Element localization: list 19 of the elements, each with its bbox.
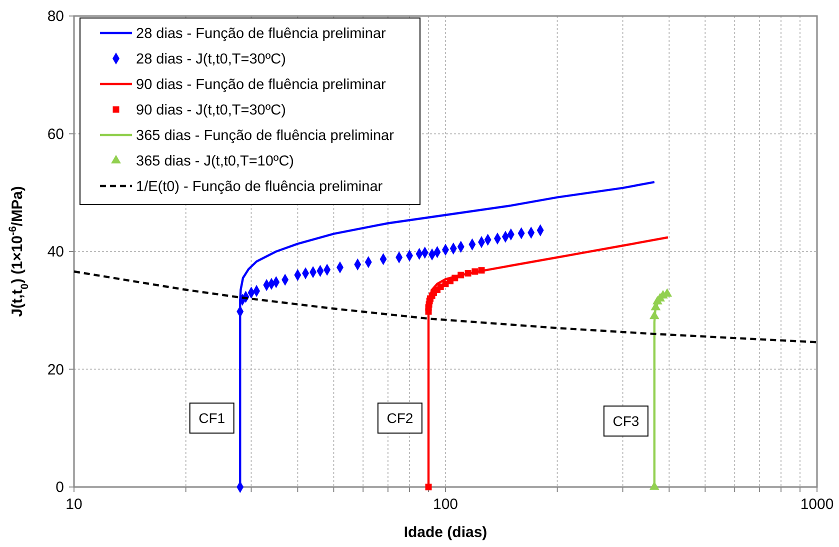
y-tick-label: 0 (56, 479, 64, 496)
legend-label: 365 dias - Função de fluência preliminar (136, 128, 394, 144)
x-tick-label: 100 (432, 496, 458, 513)
legend-label: 365 dias - J(t,t0,T=10ºC) (136, 154, 294, 170)
y-tick-label: 60 (47, 126, 64, 143)
y-tick-label: 20 (47, 361, 64, 378)
legend-label: 1/E(t0) - Função de fluência preliminar (136, 179, 383, 195)
legend-label: 28 dias - Função de fluência preliminar (136, 26, 386, 42)
legend-label: 90 dias - J(t,t0,T=30ºC) (136, 102, 286, 118)
legend-label: 90 dias - Função de fluência preliminar (136, 77, 386, 93)
x-tick-label: 1000 (800, 496, 834, 513)
annotation: CF2 (386, 410, 414, 426)
y-tick-label: 40 (47, 244, 64, 260)
x-axis-title: Idade (dias) (404, 524, 488, 541)
annotation: CF3 (612, 413, 640, 430)
y-tick-label: 80 (47, 8, 64, 25)
legend-label: 28 dias - J(t,t0,T=30ºC) (136, 52, 286, 68)
x-tick-label: 10 (66, 496, 82, 513)
annotation: CF1 (198, 410, 226, 426)
